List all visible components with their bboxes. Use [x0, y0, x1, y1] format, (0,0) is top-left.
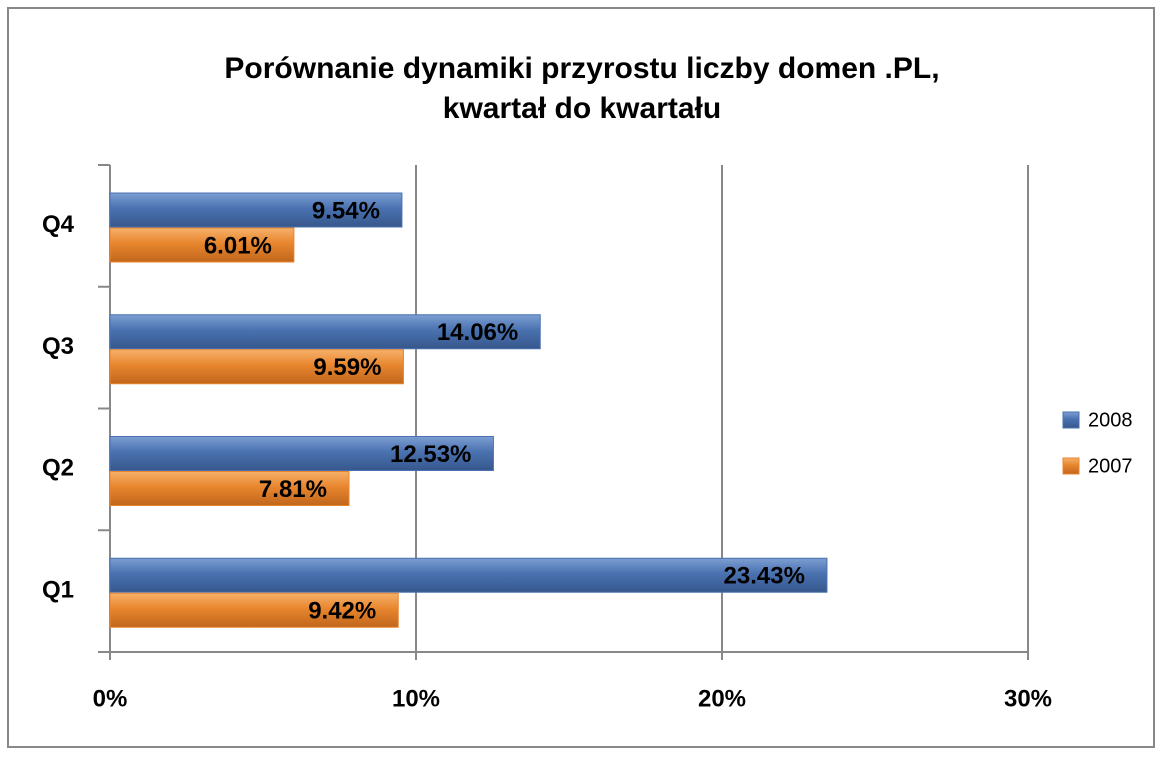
chart-title: Porównanie dynamiki przyrostu liczby dom…	[224, 52, 939, 85]
y-tick-label: Q1	[42, 576, 74, 603]
value-label: 12.53%	[390, 441, 471, 468]
value-label: 6.01%	[204, 232, 272, 259]
y-tick-label: Q4	[42, 211, 75, 238]
x-tick-label: 20%	[698, 685, 746, 712]
bar	[109, 436, 494, 471]
bar	[109, 471, 350, 506]
value-label: 14.06%	[437, 319, 518, 346]
chart-title: kwartał do kwartału	[443, 92, 721, 125]
bar	[109, 314, 541, 350]
value-label: 23.43%	[724, 563, 805, 590]
legend-swatch	[1062, 457, 1080, 475]
value-label: 9.54%	[312, 197, 380, 224]
y-tick-label: Q3	[42, 333, 74, 360]
value-label: 7.81%	[259, 476, 327, 503]
legend-swatch	[1062, 411, 1080, 429]
x-tick-label: 10%	[392, 685, 440, 712]
y-tick-label: Q2	[42, 455, 74, 482]
value-label: 9.59%	[313, 354, 381, 381]
bar	[109, 557, 828, 593]
legend-label: 2007	[1088, 455, 1133, 477]
bar	[109, 192, 403, 228]
x-tick-label: 0%	[93, 685, 128, 712]
legend-label: 2008	[1088, 409, 1133, 431]
x-tick-label: 30%	[1004, 685, 1052, 712]
bar	[109, 592, 399, 628]
value-label: 9.42%	[308, 598, 376, 625]
bar	[109, 349, 404, 385]
bar	[109, 227, 295, 263]
